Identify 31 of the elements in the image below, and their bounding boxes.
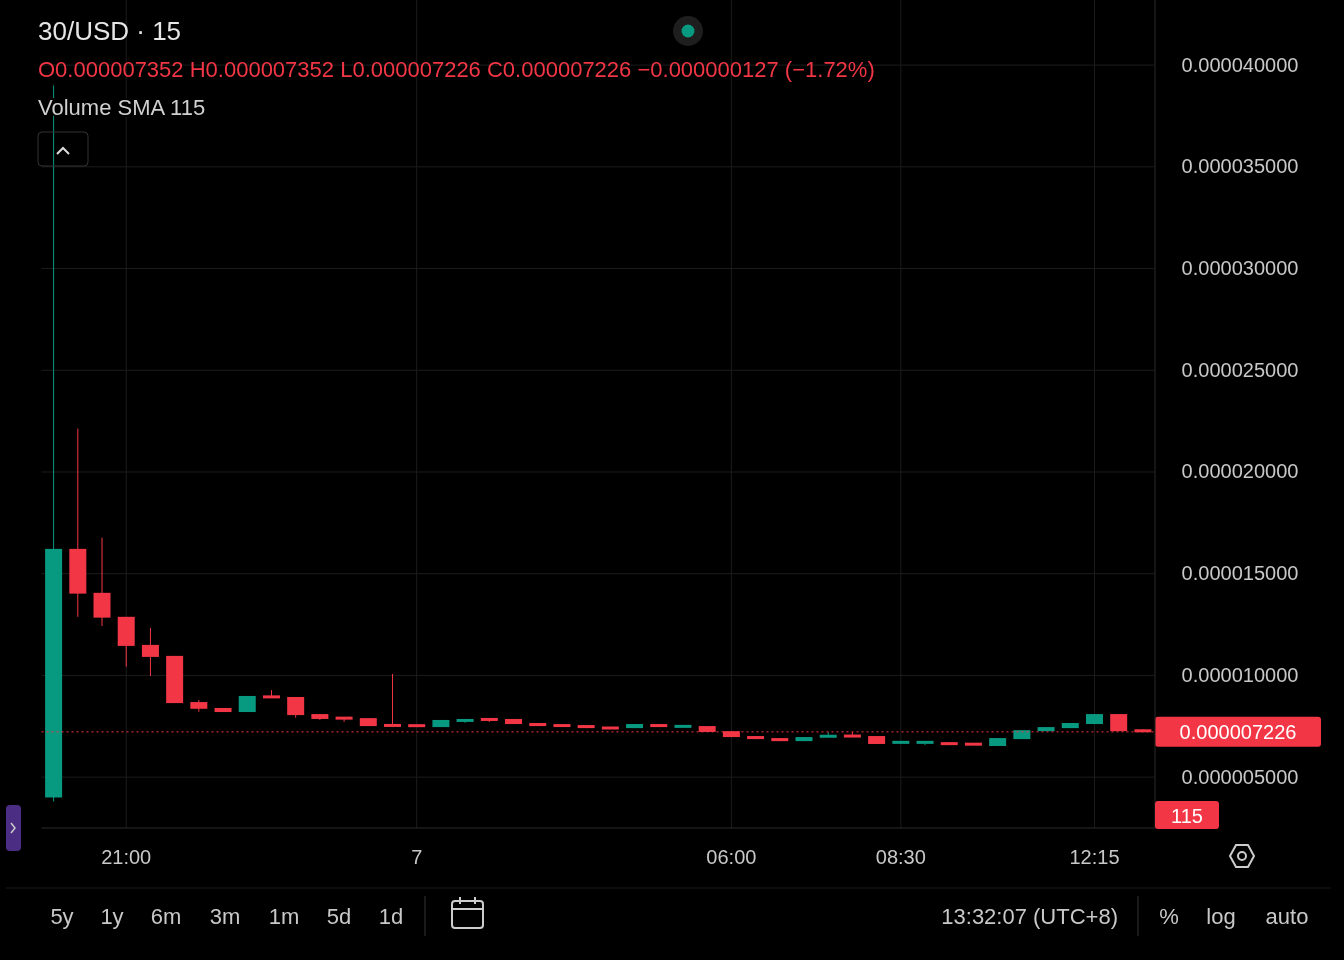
text: auto <box>1265 904 1309 929</box>
text: 13:32:07 (UTC+8) <box>941 904 1118 929</box>
x-tick-label: 21:00 <box>101 846 152 868</box>
text: 1m <box>268 904 300 929</box>
x-tick-label: 7 <box>411 846 423 868</box>
y-tick-label: 0.000020000 <box>1181 460 1299 483</box>
y-tick-label: 0.000010000 <box>1181 663 1299 686</box>
candlestick <box>335 716 353 723</box>
text: 115 <box>1171 805 1203 827</box>
text: 1d <box>378 904 404 929</box>
candlestick <box>384 673 401 727</box>
candlestick <box>141 627 159 677</box>
y-tick-label: 0.000015000 <box>1181 562 1299 585</box>
text: O0.000007352 H0.000007352 L0.000007226 C0.000007226 −0.000000127 (−1.72%) <box>38 57 875 82</box>
text: 5d <box>326 904 352 929</box>
y-tick-label: 0.000040000 <box>1181 53 1299 76</box>
text: 30/USD · 15 <box>38 16 182 46</box>
text: 6m <box>150 904 182 929</box>
y-tick-label: 0.000030000 <box>1181 256 1299 279</box>
y-tick-label: 0.000025000 <box>1181 358 1299 381</box>
x-tick-label: 12:15 <box>1069 846 1120 868</box>
text: % <box>1159 904 1179 929</box>
x-tick-label: 08:30 <box>875 846 926 868</box>
text: 1y <box>100 904 124 929</box>
text: 5y <box>50 904 74 929</box>
x-tick-label: 06:00 <box>706 846 757 868</box>
y-tick-label: 0.000005000 <box>1181 765 1299 788</box>
text: 3m <box>209 904 241 929</box>
y-tick-label: 0.000035000 <box>1181 155 1299 178</box>
ref-line-label: 0.000007226 <box>1179 720 1297 743</box>
text: log <box>1206 904 1236 929</box>
